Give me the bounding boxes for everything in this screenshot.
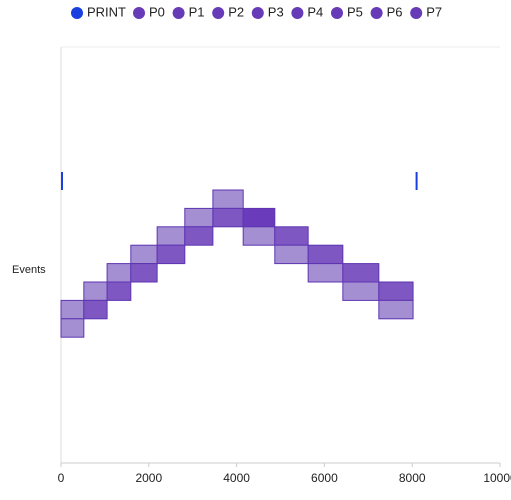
x-tick-label: 8000 [399,471,426,485]
event-box [342,263,380,283]
legend-label: P6 [387,4,403,19]
x-tick-label: 0 [58,471,65,485]
legend-swatch [212,7,225,19]
event-box [60,299,85,320]
legend-label: P4 [307,4,323,19]
event-box [307,244,344,265]
event-box [60,318,85,338]
legend-swatch [172,7,185,19]
event-box [130,263,158,283]
x-tick-label: 2000 [135,471,162,485]
event-box [106,281,132,301]
legend-swatch [251,7,264,19]
event-box [184,226,214,246]
event-box [307,263,344,283]
event-box [212,189,244,209]
legend-swatch [71,7,83,19]
event-box [274,244,309,265]
event-box [106,263,132,283]
y-axis-label: Events [12,264,46,276]
event-box [156,244,186,265]
legend-swatch [133,7,145,19]
event-box [242,226,276,246]
event-box [156,226,186,246]
legend-label: P1 [189,4,205,19]
legend-swatch [291,7,304,19]
event-box [274,226,309,246]
legend-label: P5 [347,4,363,19]
event-box [378,299,414,320]
legend-label: P0 [149,4,165,19]
legend-label: PRINT [87,4,126,19]
event-box [242,207,276,228]
event-box [184,207,214,228]
event-box [130,244,158,265]
x-tick-label: 4000 [223,471,250,485]
event-box [378,281,414,301]
legend-label: P2 [228,4,244,19]
legend-label: P7 [426,4,442,19]
event-box [212,207,244,228]
x-tick-label: 10000 [483,471,511,485]
legend-swatch [331,7,343,19]
event-box [342,281,380,301]
event-box [83,299,108,320]
legend-label: P3 [268,4,284,19]
legend-swatch [410,7,423,19]
x-tick-label: 6000 [311,471,338,485]
legend-swatch [370,7,383,19]
event-box [83,281,108,301]
